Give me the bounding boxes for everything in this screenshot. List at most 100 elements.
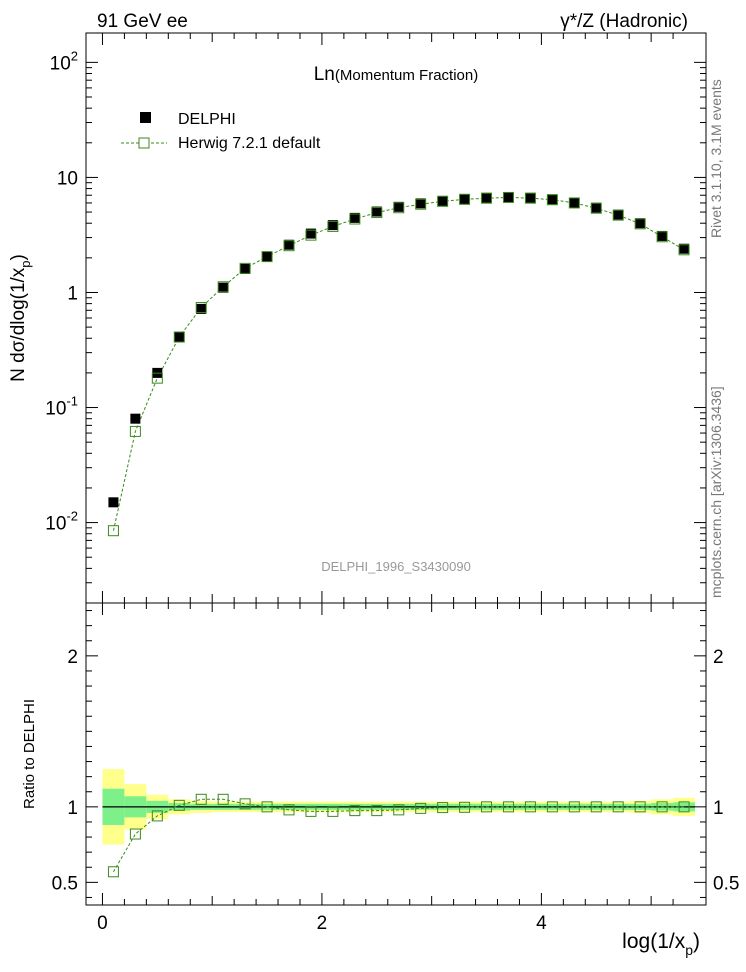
ratio-herwig-point — [568, 801, 580, 813]
herwig-point — [327, 220, 339, 232]
ratio-herwig-point — [327, 805, 339, 817]
herwig-point — [437, 195, 449, 207]
main-data-layer — [107, 191, 690, 537]
herwig-point — [173, 331, 185, 343]
delphi-point — [371, 206, 382, 217]
delphi-point — [349, 212, 360, 223]
ratio-y-tick-label-right: 1 — [713, 798, 724, 819]
delphi-point — [679, 243, 690, 254]
ratio-herwig-point — [524, 801, 536, 813]
legend-herwig-marker — [138, 137, 150, 149]
delphi-point — [657, 230, 668, 241]
herwig-point — [107, 525, 119, 537]
delphi-point — [547, 194, 558, 205]
delphi-point — [503, 192, 514, 203]
delphi-point — [569, 197, 580, 208]
herwig-point — [459, 193, 471, 205]
y-tick-label: 10 — [57, 168, 78, 189]
herwig-point — [678, 244, 690, 256]
ratio-herwig-point — [261, 801, 273, 813]
delphi-point — [481, 192, 492, 203]
ratio-axis-ticks: 0.5 0.5 1 1 2 2 0 2 4 — [52, 603, 739, 934]
delphi-point — [327, 220, 338, 231]
delphi-point — [218, 282, 229, 293]
y-tick-label: 10-1 — [45, 394, 78, 420]
ratio-herwig-point — [393, 804, 405, 816]
y-tick-label: 1 — [67, 283, 78, 304]
ratio-herwig-point — [656, 801, 668, 813]
x-tick-label: 4 — [536, 913, 547, 934]
ratio-herwig-point — [239, 798, 251, 810]
rivet-label: Rivet 3.1.10, 3.1M events — [708, 79, 724, 238]
ratio-herwig-point — [502, 801, 514, 813]
energy-label: 91 GeV ee — [97, 11, 188, 32]
ratio-herwig-point — [634, 801, 646, 813]
ratio-herwig-point — [195, 793, 207, 805]
delphi-point — [130, 413, 141, 424]
herwig-point — [481, 192, 493, 204]
ratio-herwig-point — [151, 810, 163, 822]
herwig-point — [502, 191, 514, 203]
ratio-herwig-point — [481, 801, 493, 813]
delphi-point — [108, 497, 119, 508]
y-tick-label: 10-2 — [45, 509, 78, 535]
herwig-point — [151, 372, 163, 384]
legend: DELPHI Herwig 7.2.1 default — [121, 111, 321, 152]
herwig-point — [239, 262, 251, 274]
ratio-herwig-line — [113, 798, 685, 873]
delphi-point — [635, 218, 646, 229]
herwig-point — [546, 194, 558, 206]
main-y-axis-label: N dσ/dlog(1/xp) — [8, 254, 33, 382]
legend-delphi-marker — [140, 112, 151, 123]
delphi-point — [174, 332, 185, 343]
delphi-point — [262, 251, 273, 262]
main-axis-ticks: 10-2 10-1 1 10 102 — [45, 33, 706, 604]
ratio-y-tick-label-right: 0.5 — [713, 873, 739, 894]
x-axis-label: log(1/xp) — [622, 930, 700, 958]
legend-herwig-label: Herwig 7.2.1 default — [178, 135, 321, 152]
herwig-point — [393, 202, 405, 214]
ratio-y-tick-label: 1 — [67, 798, 78, 819]
ratio-herwig-point — [678, 801, 690, 813]
herwig-point — [349, 213, 361, 225]
y-tick-label: 102 — [50, 48, 78, 74]
analysis-watermark: DELPHI_1996_S3430090 — [321, 559, 471, 574]
herwig-point — [217, 281, 229, 293]
ratio-herwig-point — [283, 804, 295, 816]
ratio-y-tick-label: 0.5 — [52, 873, 78, 894]
herwig-point — [590, 202, 602, 214]
ratio-herwig-point — [305, 805, 317, 817]
herwig-point — [371, 207, 383, 219]
ratio-y-axis-label: Ratio to DELPHI — [21, 699, 38, 809]
ratio-herwig-point — [590, 801, 602, 813]
delphi-point — [459, 193, 470, 204]
ratio-y-tick-label: 2 — [67, 647, 78, 668]
herwig-point — [634, 218, 646, 230]
ratio-herwig-point — [217, 793, 229, 805]
herwig-point — [612, 209, 624, 221]
herwig-line — [112, 196, 685, 531]
ratio-herwig-point — [173, 799, 185, 811]
ratio-y-tick-label-right: 2 — [713, 647, 724, 668]
delphi-point — [196, 303, 207, 314]
main-title: Ln(Momentum Fraction) — [314, 64, 479, 85]
delphi-point — [437, 195, 448, 206]
legend-delphi-label: DELPHI — [178, 111, 236, 128]
x-tick-label: 2 — [317, 913, 328, 934]
herwig-point — [129, 425, 141, 437]
ratio-herwig-point — [371, 805, 383, 817]
herwig-point — [283, 240, 295, 252]
ratio-herwig-point — [349, 805, 361, 817]
herwig-point — [524, 192, 536, 204]
delphi-point — [613, 209, 624, 220]
ratio-data-layer — [102, 769, 696, 878]
ratio-herwig-point — [129, 828, 141, 840]
herwig-point — [261, 251, 273, 263]
main-panel: 10-2 10-1 1 10 102 Ln(Momentum Fraction) DEL… — [8, 32, 707, 604]
ratio-herwig-point — [612, 801, 624, 813]
ratio-herwig-point — [437, 802, 449, 814]
ratio-frame — [85, 602, 707, 906]
delphi-point — [240, 263, 251, 274]
ratio-herwig-point — [459, 801, 471, 813]
delphi-point — [525, 192, 536, 203]
